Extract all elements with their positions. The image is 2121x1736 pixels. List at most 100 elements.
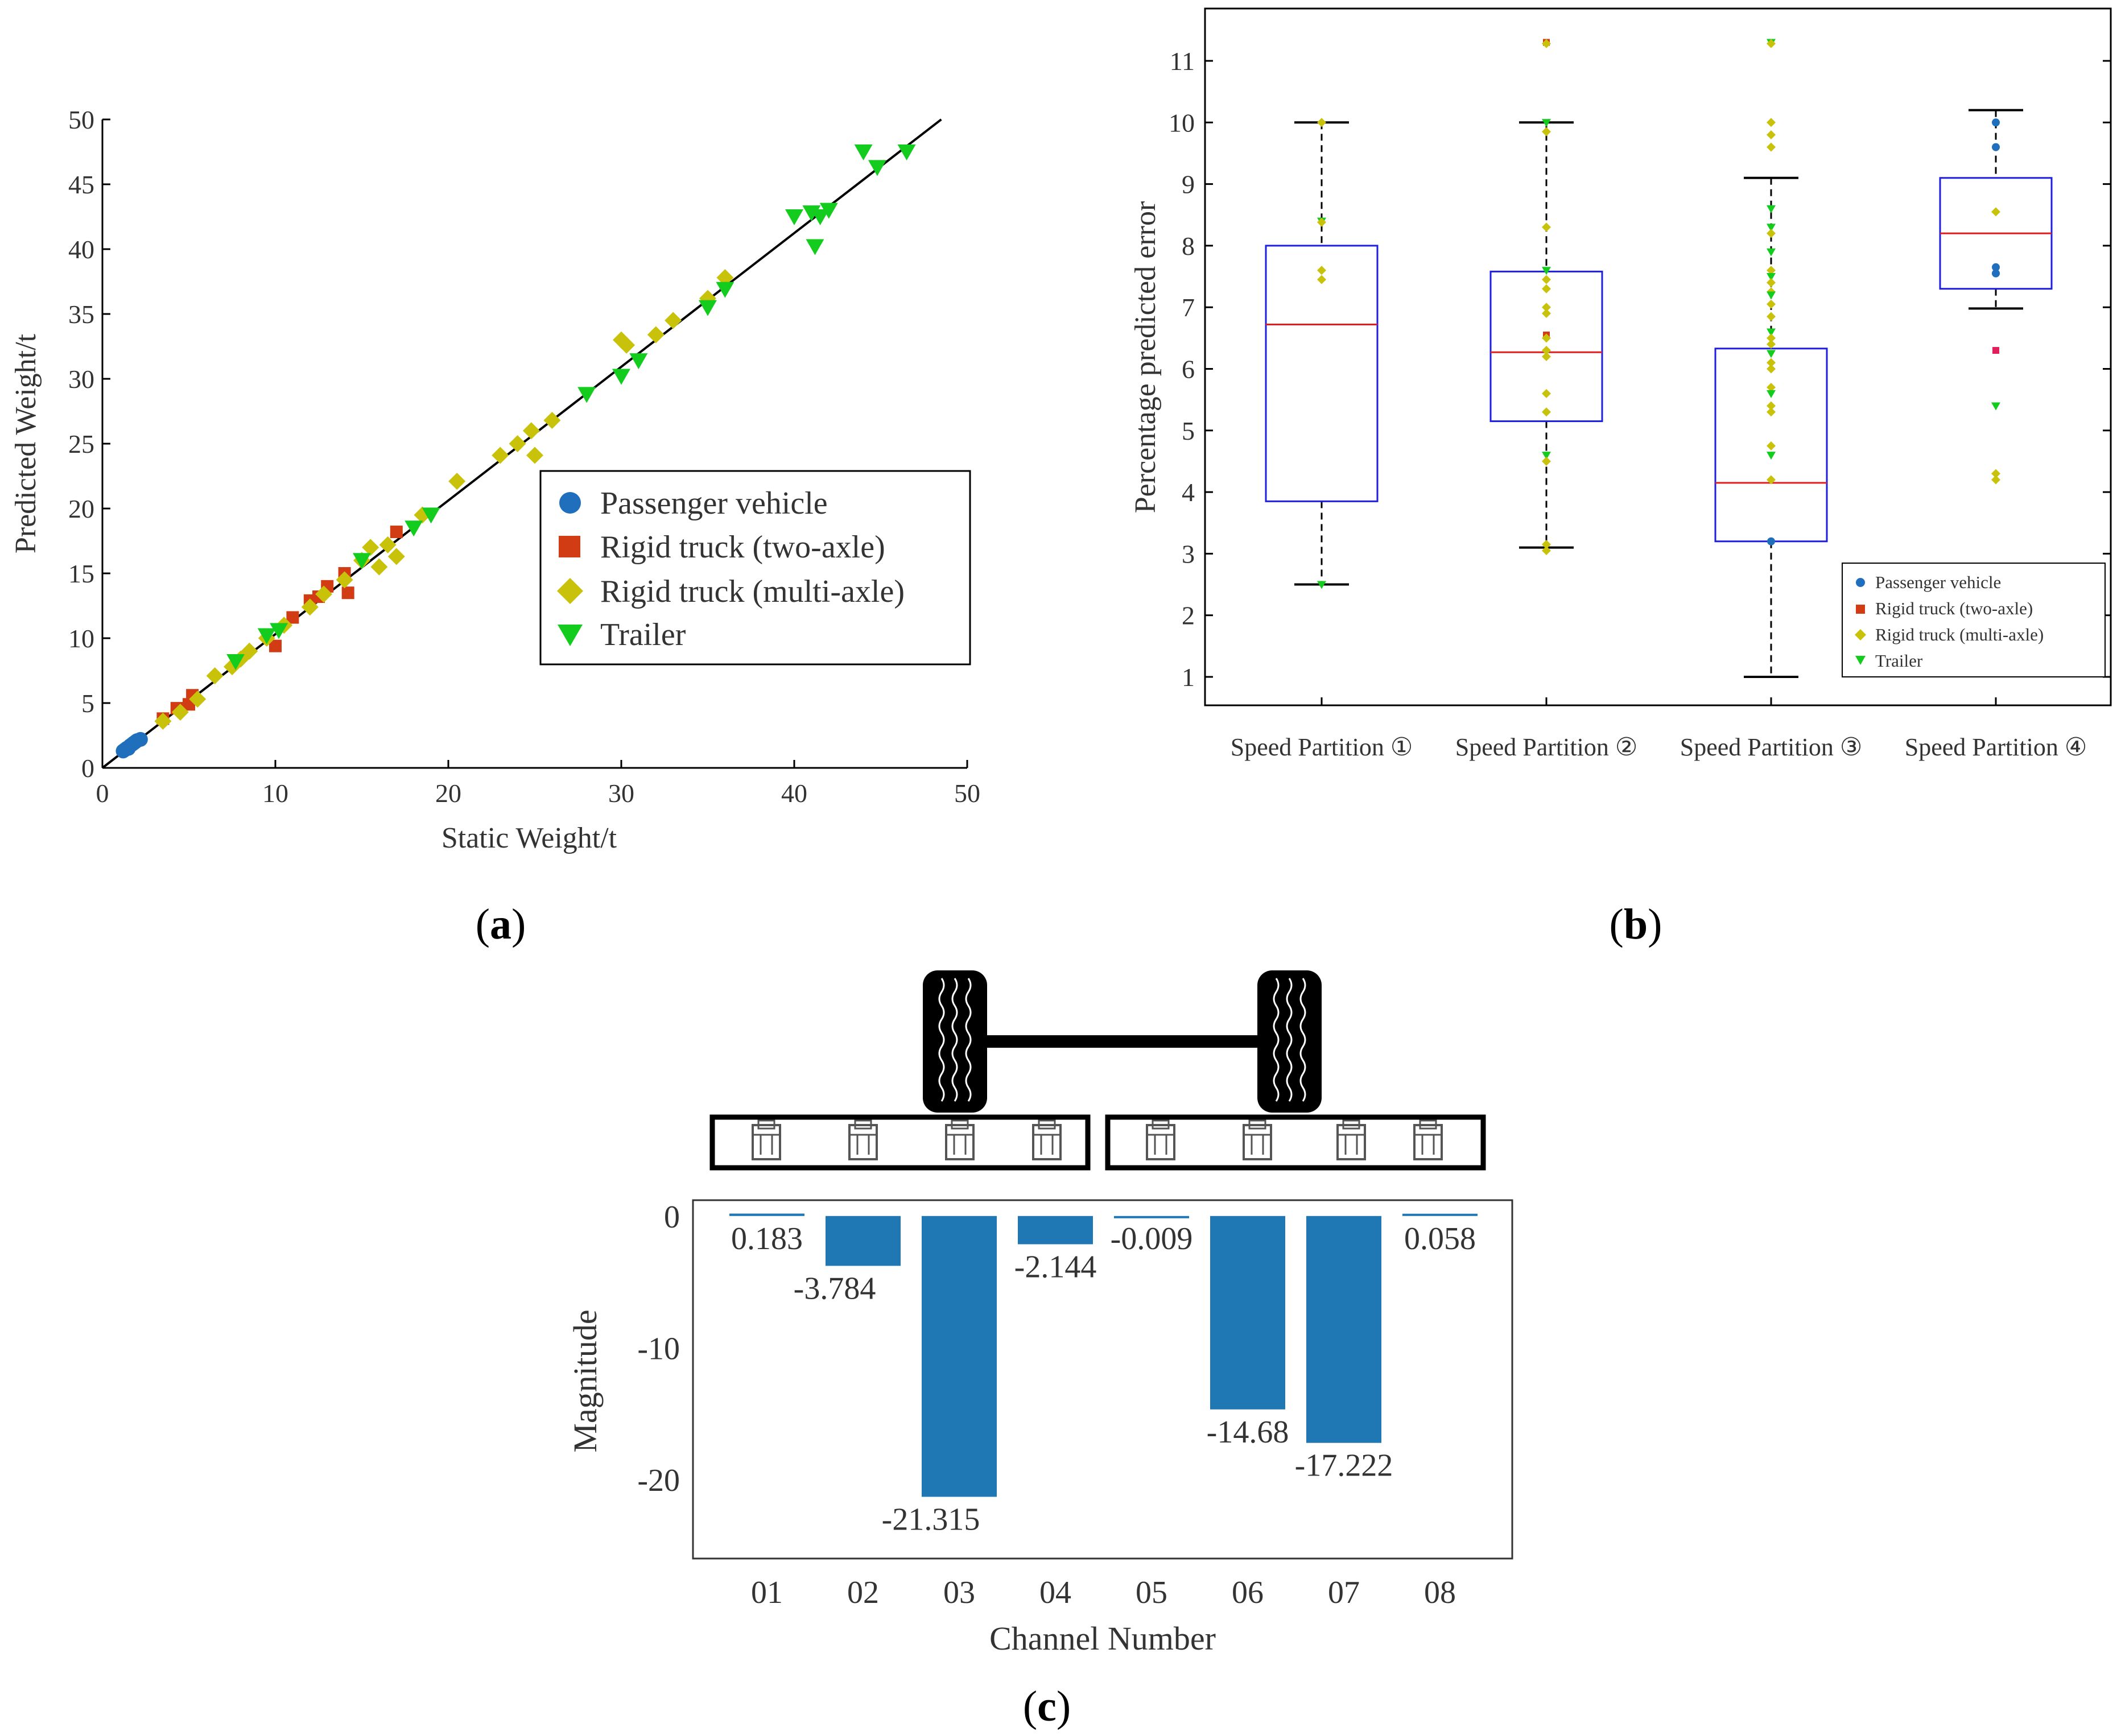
panel-a-x-axis-label: Static Weight/t (441, 822, 617, 854)
a-point-diamond (336, 571, 353, 589)
c-x-tick-label: 07 (1328, 1575, 1360, 1610)
b-point (1767, 266, 1776, 275)
panel-a-y-axis-label: Predicted Weight/t (10, 333, 42, 553)
a-y-tick-label: 35 (68, 300, 94, 329)
sensor-icon (1336, 1119, 1366, 1160)
b-point (1542, 346, 1551, 356)
b-legend-passenger-vehicle-label: Passenger vehicle (1875, 572, 2001, 592)
c-bar (1210, 1216, 1285, 1410)
a-point-circle (133, 731, 148, 747)
legend-passenger-vehicle-label: Passenger vehicle (600, 486, 828, 521)
b-point (1767, 248, 1776, 257)
b-point (1991, 475, 2000, 485)
b-point (1767, 340, 1776, 349)
panel-a-scatter-plot: 0 10 20 30 40 50 0 5 10 15 20 25 30 35 40 45 50 Static … (10, 105, 980, 948)
b-x-tick-label: Speed Partition ① (1231, 733, 1413, 761)
c-x-tick-label: 03 (943, 1575, 975, 1610)
b-y-tick-label: 7 (1182, 293, 1195, 322)
sensor-icon (1032, 1119, 1062, 1160)
b-point (1542, 388, 1551, 398)
b-point (1767, 130, 1776, 139)
b-point (1767, 333, 1776, 343)
a-point-diamond (618, 336, 636, 354)
c-x-tick-label: 01 (751, 1575, 783, 1610)
b-point (1542, 303, 1551, 312)
b-point (1317, 118, 1326, 127)
a-y-tick-label: 40 (68, 235, 94, 264)
a-point-diamond (543, 411, 561, 429)
a-y-tick-label: 10 (68, 624, 94, 653)
a-point-triangle-down (226, 654, 245, 671)
a-point-diamond (315, 585, 333, 603)
b-point (1991, 402, 2000, 411)
b-point (1767, 312, 1776, 321)
right-tire-icon (1257, 970, 1322, 1113)
a-point-triangle-down (868, 160, 886, 176)
b-y-tick-label: 2 (1182, 601, 1195, 630)
a-point-diamond (492, 447, 509, 464)
panel-b-letter: b (1624, 900, 1648, 948)
a-point-square (269, 639, 282, 652)
a-point-triangle-down (785, 209, 803, 225)
b-point (1767, 229, 1776, 238)
b-point (1542, 540, 1551, 549)
c-bar (826, 1216, 901, 1266)
c-bar-value-label: -17.222 (1295, 1448, 1393, 1483)
a-x-tick-label: 50 (954, 779, 980, 808)
legend-trailer-label: Trailer (600, 617, 686, 652)
box-1 (1265, 121, 1379, 586)
panel-b-x-ticks: Speed Partition ① Speed Partition ② Speed … (1231, 697, 2087, 761)
b-point (1767, 475, 1776, 485)
panel-b-y-axis-label: Percentage predicted error (1129, 201, 1162, 514)
c-bar (1114, 1216, 1189, 1218)
b-point (1542, 545, 1551, 555)
a-point-diamond (301, 598, 319, 616)
b-point (1767, 142, 1776, 152)
b-point (1992, 143, 2000, 151)
b-point (1767, 382, 1776, 392)
panel-c-y-ticks: 0 -10 -20 (637, 1200, 680, 1498)
a-x-tick-label: 40 (781, 779, 807, 808)
c-bar-value-label: 0.183 (731, 1221, 803, 1256)
c-bar (1306, 1216, 1381, 1443)
panel-a-x-ticks: 0 10 20 30 40 50 (96, 760, 980, 808)
a-point-square (286, 611, 299, 624)
b-point (1767, 291, 1776, 300)
sensor-icon (1413, 1119, 1443, 1160)
b-y-tick-label: 1 (1182, 663, 1195, 692)
c-y-tick-label: -10 (637, 1331, 680, 1366)
a-y-tick-label: 45 (68, 170, 94, 199)
c-x-tick-label: 05 (1136, 1575, 1167, 1610)
b-point (1542, 119, 1551, 127)
b-legend-rigid-two-axle-marker (1856, 605, 1865, 614)
box-4 (1939, 109, 2053, 310)
a-point-diamond (241, 642, 258, 660)
b-point (1542, 407, 1551, 417)
panel-b-legend: Passenger vehicle Rigid truck (two-axle)… (1842, 563, 2106, 677)
legend-passenger-vehicle-marker (559, 492, 581, 514)
a-point-diamond (665, 312, 682, 329)
a-point-diamond (387, 548, 405, 565)
sensor-icon (848, 1119, 878, 1160)
a-y-tick-label: 15 (68, 559, 94, 588)
panel-c-letter: c (1037, 1683, 1057, 1730)
b-y-tick-label: 11 (1170, 47, 1195, 76)
c-bar-value-label: -2.144 (1014, 1249, 1097, 1284)
panel-c-bar-chart: 0 -10 -20 0.183 -3.784 -21.315 -2.144 -0.009 -1… (567, 970, 1513, 1730)
b-point (1767, 205, 1776, 213)
sensor-icon (752, 1119, 781, 1160)
b-legend-passenger-vehicle-marker (1856, 578, 1865, 587)
b-point (1767, 407, 1776, 417)
b-point (1767, 118, 1776, 127)
a-point-triangle-down (270, 623, 288, 639)
a-x-tick-label: 30 (608, 779, 634, 808)
a-point-diamond (509, 435, 526, 452)
b-point (1542, 275, 1551, 284)
c-x-tick-label: 02 (847, 1575, 879, 1610)
a-y-tick-label: 50 (68, 105, 94, 134)
b-point (1767, 224, 1776, 232)
left-tire-icon (923, 970, 987, 1113)
c-bar (1402, 1213, 1478, 1216)
c-bar-value-label: -0.009 (1111, 1221, 1193, 1256)
b-point (1767, 390, 1776, 398)
